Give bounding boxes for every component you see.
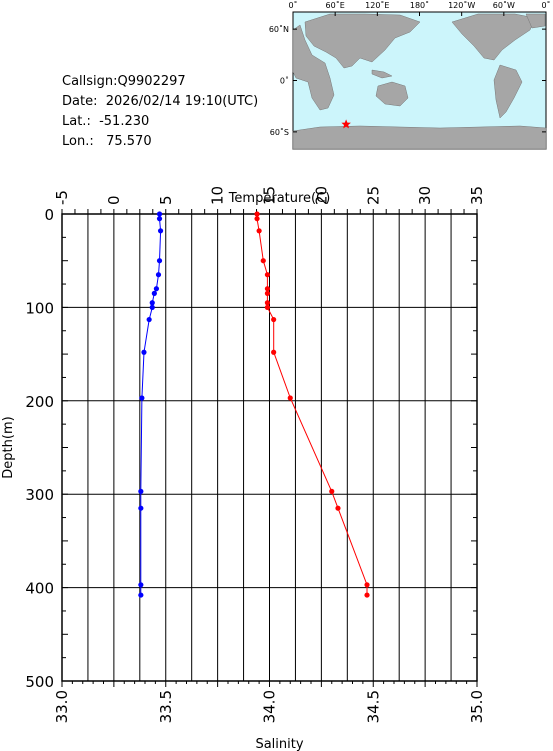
temperature-tick-label: 25 <box>364 186 382 205</box>
y-tick-label: 300 <box>25 486 54 504</box>
salinity-data-point <box>287 395 293 401</box>
map-lon-label: 60˚E <box>326 0 345 10</box>
date-text: Date: 2026/02/14 19:10(UTC) <box>62 94 259 109</box>
salinity-data-point <box>335 505 341 511</box>
map-land <box>292 13 547 150</box>
salinity-data-point <box>264 304 271 310</box>
salinity-tick-label: 33.5 <box>157 690 175 723</box>
map-lon-label: 0˚ <box>288 0 297 10</box>
temperature-data-point <box>138 582 144 588</box>
temperature-data-point <box>157 228 164 234</box>
temperature-data-point <box>141 349 147 355</box>
salinity-data-point <box>271 316 277 323</box>
salinity-data-point <box>329 488 335 494</box>
longitude-text: Lon.: 75.570 <box>62 134 152 149</box>
temperature-axis-title: Temperature(C) <box>228 191 331 206</box>
depth-axis-title: Depth(m) <box>1 416 16 478</box>
temperature-data-point <box>156 216 163 222</box>
salinity-data-point <box>254 216 260 222</box>
salinity-data-point <box>264 286 271 292</box>
salinity-tick-label: 33.0 <box>53 690 71 723</box>
temperature-tick-label: 5 <box>157 195 175 205</box>
temperature-tick-label: 30 <box>416 186 434 205</box>
map-lon-label: 180˚ <box>410 0 429 10</box>
temperature-data-point <box>151 290 157 296</box>
map-lon-label: 120˚E <box>365 0 389 10</box>
y-tick-label: 500 <box>25 673 54 691</box>
temperature-tick-label: -5 <box>53 190 71 205</box>
temperature-data-point <box>138 505 144 511</box>
y-tick-label: 0 <box>44 206 54 224</box>
salinity-data-point <box>256 228 262 234</box>
y-tick-label: 100 <box>25 299 54 317</box>
map-lat-label: 0˚ <box>280 76 289 86</box>
salinity-data-point <box>254 211 260 217</box>
y-tick-label: 200 <box>25 393 54 411</box>
salinity-data-point <box>264 290 271 296</box>
map-lon-label: 120˚W <box>448 0 475 10</box>
temperature-tick-label: 0 <box>105 195 123 205</box>
map-lon-label: 0˚ <box>541 0 550 10</box>
latitude-text: Lat.: -51.230 <box>62 114 150 129</box>
salinity-data-point <box>364 592 370 598</box>
world-map: 0˚ 60˚E 120˚E 180˚ 120˚W 60˚W 0˚ 60˚N 0˚ 60˚S <box>269 0 551 150</box>
salinity-data-point <box>271 349 277 355</box>
salinity-data-point <box>264 300 271 306</box>
temperature-data-point <box>138 592 144 598</box>
salinity-data-point <box>364 582 370 588</box>
temperature-tick-label: 35 <box>468 186 486 205</box>
temperature-data-point <box>146 316 152 323</box>
temperature-tick-label: 20 <box>312 186 330 205</box>
temperature-data-point <box>156 258 163 264</box>
salinity-data-point <box>260 258 266 264</box>
temperature-data-point <box>138 488 144 494</box>
plot-frame <box>61 213 478 682</box>
salinity-tick-label: 34.0 <box>261 690 279 723</box>
temperature-tick-label: 15 <box>261 186 279 205</box>
salinity-tick-label: 34.5 <box>364 690 382 723</box>
y-tick-label: 400 <box>25 580 54 598</box>
float-location-star-icon <box>341 119 351 129</box>
temperature-tick-label: 10 <box>209 186 227 205</box>
map-lat-label: 60˚S <box>270 127 289 137</box>
salinity-axis-title: Salinity <box>255 737 303 751</box>
temperature-data-point <box>149 300 155 306</box>
temperature-data-point <box>153 286 160 292</box>
map-lon-label: 60˚W <box>493 0 515 10</box>
salinity-data-point <box>264 272 271 278</box>
callsign-text: Callsign:Q9902297 <box>62 74 186 89</box>
temperature-data-point <box>149 304 155 310</box>
temperature-data-point <box>139 395 145 401</box>
temperature-data-point <box>155 272 162 278</box>
salinity-tick-label: 35.0 <box>468 690 486 723</box>
map-lat-label: 60˚N <box>269 24 289 34</box>
temperature-data-point <box>156 211 163 217</box>
